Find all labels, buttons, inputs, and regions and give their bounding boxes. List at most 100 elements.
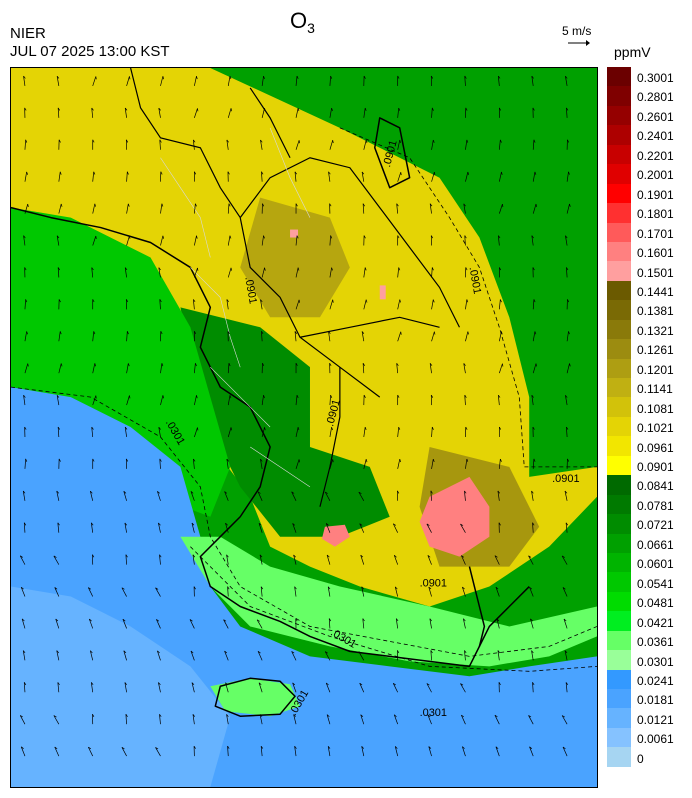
wind-arrowhead-icon bbox=[227, 171, 230, 175]
wind-arrowhead-icon bbox=[463, 363, 466, 366]
wind-arrowhead-icon bbox=[92, 554, 95, 558]
wind-arrowhead-icon bbox=[532, 267, 535, 271]
wind-arrowhead-icon bbox=[327, 586, 331, 590]
wind-arrow-icon bbox=[294, 331, 297, 342]
wind-arrow-icon bbox=[499, 363, 503, 374]
wind-arrow-icon bbox=[397, 139, 401, 150]
wind-arrowhead-icon bbox=[291, 491, 295, 494]
wind-arrowhead-icon bbox=[462, 586, 465, 590]
wind-arrow-icon bbox=[22, 490, 26, 501]
wind-arrow-icon bbox=[494, 555, 500, 565]
wind-arrow-icon bbox=[224, 650, 229, 661]
wind-arrow-icon bbox=[126, 363, 129, 374]
wind-arrowhead-icon bbox=[362, 618, 365, 622]
wind-arrowhead-icon bbox=[93, 171, 96, 175]
legend-swatch bbox=[607, 222, 631, 242]
wind-arrowhead-icon bbox=[533, 299, 536, 303]
wind-arrowhead-icon bbox=[295, 363, 298, 366]
wind-arrowhead-icon bbox=[498, 235, 501, 239]
wind-arrow-icon bbox=[256, 619, 263, 629]
legend-label: 0.1801 bbox=[637, 207, 674, 222]
wind-arrowhead-icon bbox=[157, 491, 160, 494]
wind-arrowhead-icon bbox=[460, 523, 464, 526]
wind-arrow-icon bbox=[193, 458, 195, 469]
wind-arrow-icon bbox=[260, 746, 263, 757]
wind-arrowhead-icon bbox=[567, 139, 570, 143]
wind-arrow-icon bbox=[295, 76, 298, 86]
wind-arrowhead-icon bbox=[58, 139, 61, 143]
wind-arrowhead-icon bbox=[565, 522, 569, 526]
legend-swatch bbox=[607, 514, 631, 534]
wind-arrow-icon bbox=[295, 235, 298, 246]
wind-arrowhead-icon bbox=[328, 331, 331, 334]
wind-arrow-icon bbox=[92, 171, 95, 182]
legend-swatch bbox=[607, 144, 631, 165]
wind-arrowhead-icon bbox=[23, 522, 27, 526]
wind-arrow-icon bbox=[23, 682, 26, 693]
wind-arrow-icon bbox=[124, 682, 127, 693]
wind-arrow-icon bbox=[460, 683, 466, 693]
wind-arrow-icon bbox=[361, 586, 365, 597]
wind-arrow-icon bbox=[363, 299, 367, 310]
wind-arrowhead-icon bbox=[498, 682, 501, 686]
wind-arrow-icon bbox=[56, 490, 60, 501]
wind-arrowhead-icon bbox=[227, 331, 230, 335]
wind-arrowhead-icon bbox=[534, 171, 537, 175]
wind-arrowhead-icon bbox=[499, 426, 502, 430]
legend-swatch bbox=[607, 455, 631, 476]
wind-arrow-icon bbox=[295, 459, 300, 469]
wind-arrow-icon bbox=[24, 171, 27, 182]
wind-arrow-icon bbox=[561, 555, 568, 565]
wind-arrow-icon bbox=[528, 555, 534, 565]
field-pink-dot-center bbox=[379, 285, 386, 300]
wind-arrowhead-icon bbox=[326, 714, 330, 717]
field-pink-hotspot-east bbox=[419, 476, 490, 557]
wind-arrow-icon bbox=[465, 171, 469, 182]
wind-arrow-icon bbox=[532, 203, 537, 214]
wind-arrow-icon bbox=[261, 108, 265, 118]
wind-arrowhead-icon bbox=[497, 490, 501, 494]
wind-arrowhead-icon bbox=[158, 426, 161, 430]
wind-arrow-icon bbox=[226, 299, 229, 310]
wind-arrowhead-icon bbox=[531, 490, 534, 494]
wind-arrowhead-icon bbox=[326, 523, 329, 526]
legend-label: 0.0841 bbox=[637, 479, 674, 494]
wind-arrow-icon bbox=[92, 395, 97, 406]
wind-arrow-icon bbox=[358, 651, 365, 661]
wind-arrowhead-icon bbox=[124, 522, 127, 526]
wind-arrowhead-icon bbox=[568, 331, 570, 335]
wind-arrowhead-icon bbox=[467, 171, 469, 175]
wind-arrowhead-icon bbox=[564, 490, 568, 494]
wind-arrowhead-icon bbox=[190, 491, 194, 494]
wind-arrow-icon bbox=[531, 76, 534, 86]
wind-arrowhead-icon bbox=[297, 267, 300, 271]
wind-arrow-icon bbox=[392, 523, 398, 533]
wind-arrow-icon bbox=[227, 108, 232, 118]
legend-swatch bbox=[607, 164, 631, 184]
wind-arrow-icon bbox=[57, 107, 60, 118]
wind-arrowhead-icon bbox=[465, 267, 468, 271]
wind-arrow-icon bbox=[566, 363, 570, 374]
wind-arrowhead-icon bbox=[426, 523, 430, 526]
wind-arrow-icon bbox=[19, 715, 26, 725]
wind-arrowhead-icon bbox=[195, 203, 197, 207]
wind-arrowhead-icon bbox=[91, 682, 94, 685]
wind-arrow-icon bbox=[327, 746, 331, 757]
wind-arrowhead-icon bbox=[325, 651, 328, 654]
wind-arrow-icon bbox=[329, 108, 332, 118]
wind-arrowhead-icon bbox=[161, 363, 164, 367]
wind-arrowhead-icon bbox=[568, 171, 570, 175]
wind-arrowhead-icon bbox=[158, 267, 161, 271]
legend-label: 0.1381 bbox=[637, 304, 674, 319]
wind-arrow-icon bbox=[329, 140, 334, 150]
wind-arrowhead-icon bbox=[463, 203, 466, 207]
wind-arrow-icon bbox=[328, 331, 331, 342]
wind-arrow-icon bbox=[329, 427, 332, 438]
wind-arrowhead-icon bbox=[566, 426, 569, 430]
wind-arrowhead-icon bbox=[159, 299, 162, 303]
wind-arrow-icon bbox=[429, 203, 432, 214]
wind-arrow-icon bbox=[160, 203, 163, 214]
wind-arrowhead-icon bbox=[398, 426, 401, 430]
wind-arrowhead-icon bbox=[92, 714, 95, 717]
wind-arrow-icon bbox=[260, 586, 263, 597]
